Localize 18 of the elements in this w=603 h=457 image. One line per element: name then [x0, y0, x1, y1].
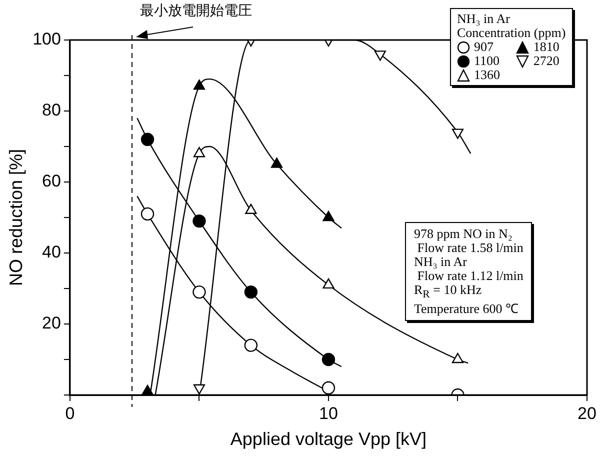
y-tick-label: 40 [42, 242, 61, 262]
x-tick-label: 0 [65, 404, 75, 423]
legend-label: 1360 [474, 67, 500, 82]
x-axis-title: Applied voltage Vpp [kV] [230, 429, 427, 450]
legend-label: 907 [474, 39, 494, 54]
y-tick-label: 60 [42, 172, 61, 191]
legend-label: 1810 [533, 39, 560, 54]
legend-label: 1100 [474, 53, 500, 68]
y-axis-title: NO reduction [%] [6, 148, 26, 286]
legend-label: 2720 [533, 53, 560, 68]
x-tick-label: 10 [319, 404, 338, 423]
y-tick-label: 20 [42, 314, 61, 333]
ref-line-label: 最小放電開始電圧 [140, 2, 252, 20]
y-tick-label: 80 [42, 100, 61, 120]
y-tick-label: 100 [32, 30, 61, 49]
x-tick-label: 20 [578, 404, 596, 423]
annotation: 978 ppm NO in N₂ Flow rate 1.58 l/min NH₃ in Ar Flow rate 1.12 l/min R$_{R}$ = 10 kHz Temperature 600 ℃ [405, 222, 532, 321]
legend-title: NH₃ in Ar Concentration (ppm) [457, 11, 566, 40]
